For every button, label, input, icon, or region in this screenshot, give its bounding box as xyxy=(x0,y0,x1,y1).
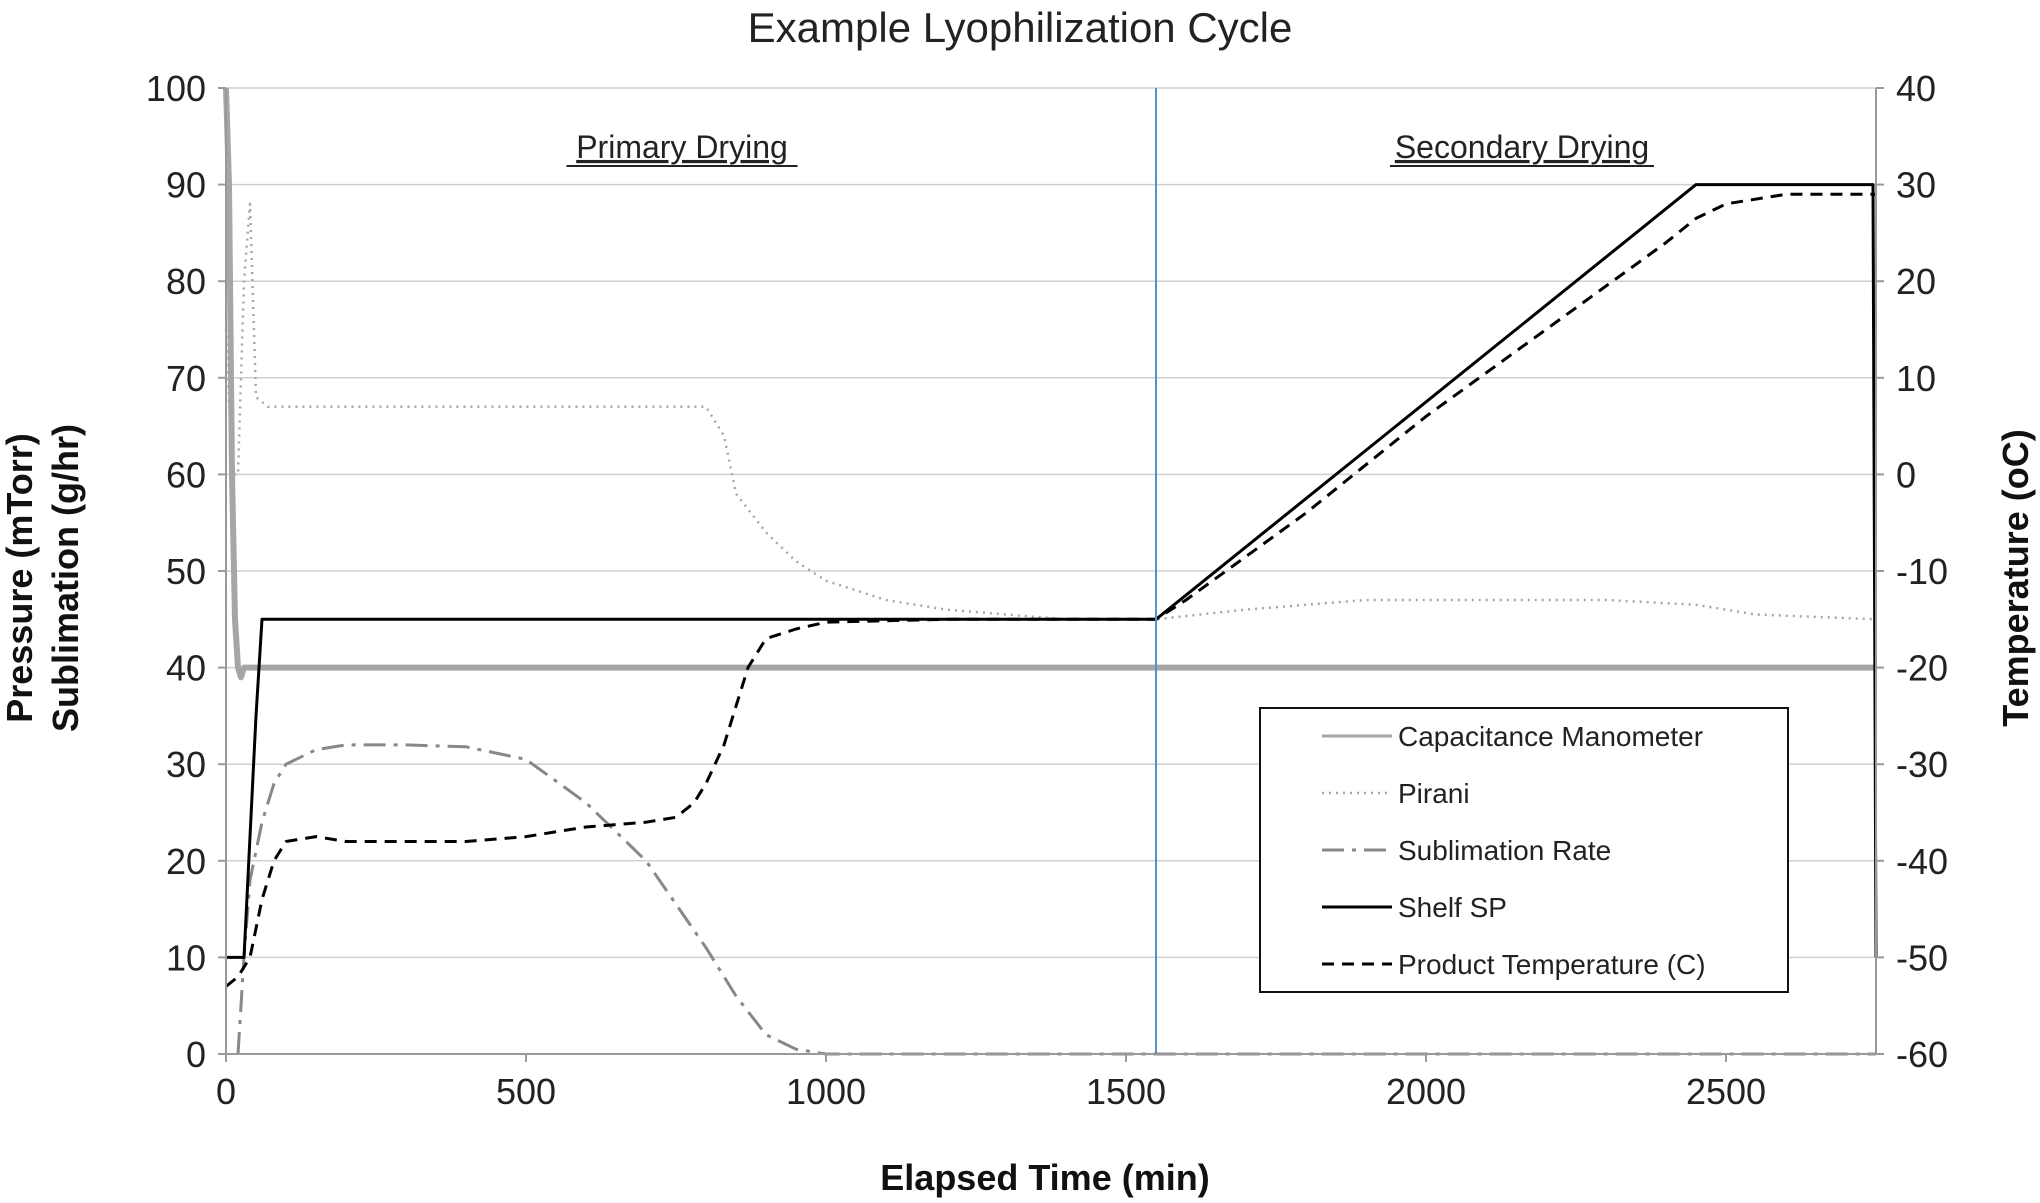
phase-annotations: Primary Drying Secondary Drying xyxy=(566,129,1654,167)
y-tick-label-left: 90 xyxy=(166,165,206,206)
y-tick-label-left: 0 xyxy=(186,1034,206,1075)
series-line-capacitance-manometer xyxy=(223,87,1876,681)
y-tick-label-left: 40 xyxy=(166,648,206,689)
y-tick-label-right: -50 xyxy=(1896,937,1948,978)
series-line-pirani xyxy=(224,202,1877,621)
legend-entry: Pirani xyxy=(1398,778,1470,809)
y-tick-label-right: -30 xyxy=(1896,744,1948,785)
chart-title: Example Lyophilization Cycle xyxy=(748,4,1293,51)
legend-entry: Product Temperature (C) xyxy=(1398,949,1706,980)
x-tick-label: 500 xyxy=(496,1071,556,1112)
y-tick-label-right: -20 xyxy=(1896,648,1948,689)
y-tick-label-left: 60 xyxy=(166,454,206,495)
phase-label: Secondary Drying xyxy=(1395,129,1649,165)
x-tick-label: 2500 xyxy=(1686,1071,1766,1112)
x-tick-label: 0 xyxy=(216,1071,236,1112)
x-tick-label: 2000 xyxy=(1386,1071,1466,1112)
x-tick-label: 1000 xyxy=(786,1071,866,1112)
legend: Capacitance Manometer Pirani Sublimation R… xyxy=(1259,707,1789,993)
y-tick-label-left: 80 xyxy=(166,261,206,302)
axes: 0102030405060708090100-60-50-40-30-20-10… xyxy=(146,68,1948,1112)
y-tick-label-right: 20 xyxy=(1896,261,1936,302)
y-tick-label-right: 40 xyxy=(1896,68,1936,109)
y-tick-label-left: 50 xyxy=(166,551,206,592)
y-tick-label-left: 20 xyxy=(166,841,206,882)
y-tick-label-left: 70 xyxy=(166,358,206,399)
y-tick-label-left: 100 xyxy=(146,68,206,109)
legend-box xyxy=(1259,707,1789,993)
legend-entry: Shelf SP xyxy=(1398,892,1507,923)
y-tick-label-right: 0 xyxy=(1896,454,1916,495)
y-tick-label-right: 10 xyxy=(1896,358,1936,399)
y-tick-label-left: 30 xyxy=(166,744,206,785)
y-tick-label-right: -10 xyxy=(1896,551,1948,592)
legend-entry: Capacitance Manometer xyxy=(1398,721,1703,752)
y-axis-label-right: Temperature (oC) xyxy=(1995,429,2036,726)
x-axis-label: Elapsed Time (min) xyxy=(880,1157,1209,1198)
y-tick-label-right: -40 xyxy=(1896,841,1948,882)
series-line-product-temperature-c xyxy=(225,192,1876,988)
series-line-shelf-sp xyxy=(226,183,1878,959)
legend-entry: Sublimation Rate xyxy=(1398,835,1611,866)
y-axis-label-left-2: Sublimation (g/hr) xyxy=(45,424,86,732)
y-tick-label-right: 30 xyxy=(1896,165,1936,206)
y-tick-label-left: 10 xyxy=(166,937,206,978)
y-tick-label-right: -60 xyxy=(1896,1034,1948,1075)
x-tick-label: 1500 xyxy=(1086,1071,1166,1112)
phase-label: Primary Drying xyxy=(576,129,788,165)
y-axis-label-left-1: Pressure (mTorr) xyxy=(0,433,40,722)
